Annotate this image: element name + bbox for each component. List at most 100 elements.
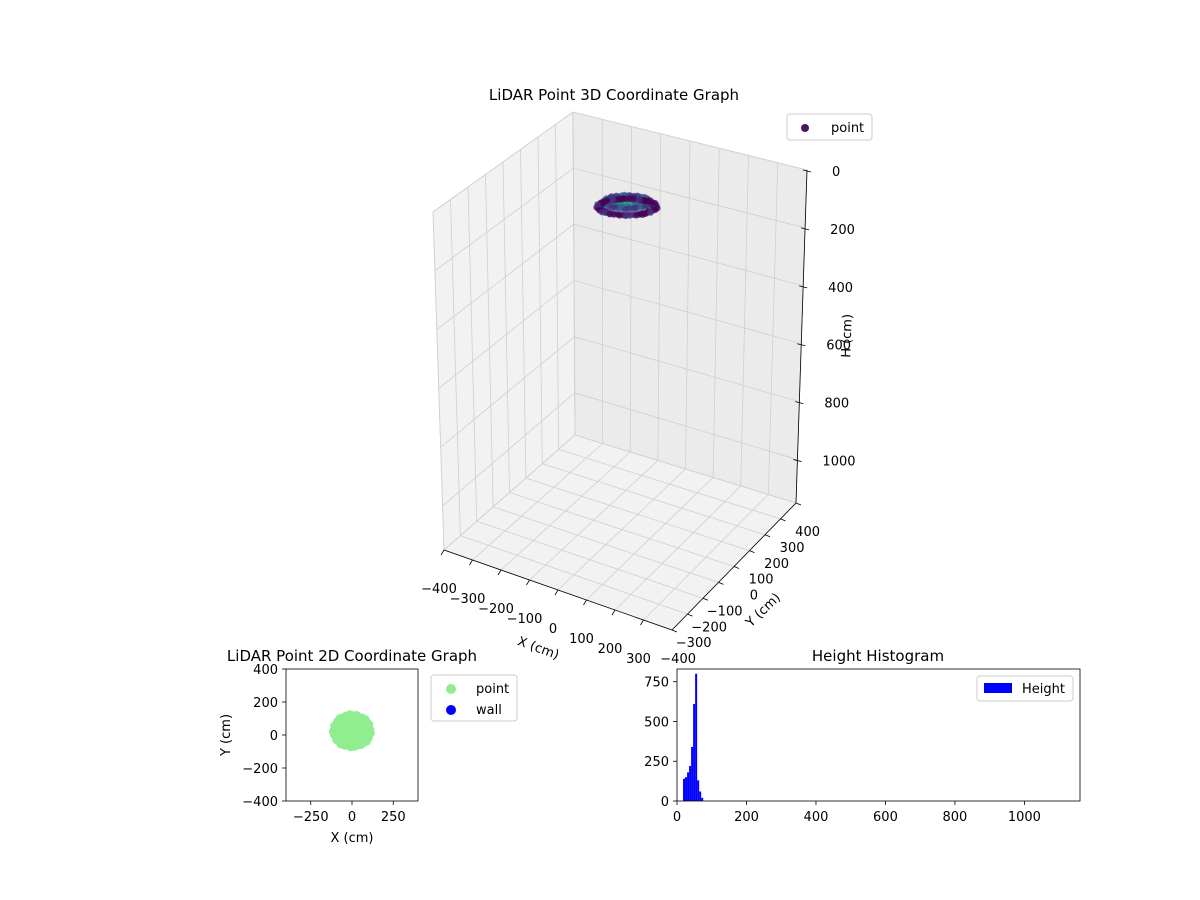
histogram-bar bbox=[697, 780, 700, 801]
chart-2d: LiDAR Point 2D Coordinate Graph −250 0 250… bbox=[219, 647, 518, 846]
chart-3d-left-gridline-y bbox=[450, 199, 461, 536]
histogram-x-tick-label: 600 bbox=[873, 810, 898, 825]
histogram-frame bbox=[676, 668, 1081, 802]
chart-2d-legend: point wall bbox=[430, 674, 518, 722]
histogram-bar bbox=[691, 746, 694, 801]
chart-3d-x-tick-mark bbox=[640, 619, 644, 626]
chart-3d-x-tick-mark bbox=[554, 589, 559, 596]
chart-3d-point bbox=[594, 201, 601, 208]
chart-3d-x-tick-label: −400 bbox=[421, 582, 457, 597]
chart-3d-back-gridline-x bbox=[740, 155, 749, 487]
histogram-bar bbox=[695, 673, 698, 801]
chart-2d-y-tick-label: 200 bbox=[253, 696, 278, 711]
chart-3d-z-tick-label: 600 bbox=[826, 339, 851, 354]
chart-3d: LiDAR Point 3D Coordinate Graph −400−300… bbox=[421, 86, 873, 667]
chart-3d-x-tick-mark bbox=[497, 569, 502, 576]
chart-3d-gridline-z bbox=[436, 223, 804, 330]
chart-2d-point bbox=[328, 727, 337, 736]
chart-3d-x-tick-label: 300 bbox=[626, 652, 651, 667]
histogram-y-tick-label: 0 bbox=[661, 795, 669, 810]
chart-3d-back-gridline-x bbox=[629, 126, 632, 453]
histogram-x-tick-label: 200 bbox=[734, 810, 759, 825]
chart-3d-z-tick-mark bbox=[802, 169, 812, 173]
chart-3d-left-gridline-y bbox=[467, 186, 478, 522]
chart-3d-x-tick-mark bbox=[526, 579, 530, 586]
chart-3d-y-tick-label: −400 bbox=[660, 652, 696, 667]
chart-3d-y-tick-label: −200 bbox=[691, 620, 727, 635]
chart-3d-left-gridline-y bbox=[502, 161, 510, 493]
chart-2d-ticks: −250 0 250 −400 −200 0 200 400 bbox=[242, 663, 405, 825]
chart-2d-point bbox=[345, 710, 354, 719]
histogram-x-tick-label: 400 bbox=[804, 810, 829, 825]
chart-2d-x-tick-label: 250 bbox=[381, 810, 406, 825]
chart-3d-x-tick-label: −300 bbox=[450, 592, 486, 607]
chart-3d-y-tick-mark bbox=[702, 597, 709, 601]
chart-3d-gridline-z bbox=[440, 336, 800, 448]
chart-3d-floor-gridline-y bbox=[574, 434, 797, 504]
chart-3d-left-gridline-y bbox=[520, 149, 527, 479]
chart-3d-z-axis-line bbox=[795, 169, 808, 504]
histogram-x-tick-label: 800 bbox=[943, 810, 968, 825]
histogram-bar bbox=[687, 772, 690, 801]
chart-3d-left-gridline-y bbox=[555, 124, 560, 450]
chart-3d-y-tick-mark bbox=[780, 518, 786, 522]
chart-3d-floor-gridline-y bbox=[460, 535, 688, 615]
chart-2d-point-cluster bbox=[328, 710, 375, 752]
chart-2d-y-tick-label: −400 bbox=[242, 795, 278, 810]
chart-3d-gridline-z bbox=[442, 392, 798, 507]
chart-3d-z-tick-mark bbox=[793, 459, 802, 462]
chart-3d-floor-gridline-y bbox=[492, 506, 719, 583]
chart-3d-point bbox=[619, 195, 626, 202]
histogram-legend-swatch bbox=[984, 683, 1012, 693]
chart-2d-point bbox=[336, 740, 345, 749]
chart-3d-point bbox=[633, 212, 640, 219]
histogram-x-tick-label: 1000 bbox=[1008, 810, 1041, 825]
chart-2d-point bbox=[335, 714, 344, 723]
chart-2d-y-tick-label: 400 bbox=[253, 663, 278, 678]
chart-3d-legend-box bbox=[786, 113, 873, 141]
histogram-bar bbox=[693, 703, 696, 801]
chart-2d-y-tick-label: 0 bbox=[270, 729, 278, 744]
chart-3d-x-tick-label: 100 bbox=[569, 632, 594, 647]
chart-3d-y-tick-label: 300 bbox=[780, 541, 805, 556]
chart-3d-back-gridline-x bbox=[712, 148, 720, 478]
chart-3d-y-tick-mark bbox=[749, 550, 755, 553]
chart-3d-back-gridline-x bbox=[767, 162, 779, 495]
chart-3d-y-tick-label: −300 bbox=[676, 636, 712, 651]
chart-3d-point bbox=[616, 212, 623, 219]
chart-2d-title: LiDAR Point 2D Coordinate Graph bbox=[227, 647, 477, 665]
chart-3d-y-tick-mark bbox=[764, 534, 771, 538]
chart-3d-point bbox=[617, 205, 624, 212]
histogram-bar bbox=[701, 797, 704, 801]
histogram-y-tick-label: 250 bbox=[644, 755, 669, 770]
chart-2d-point bbox=[361, 715, 370, 724]
chart-3d-x-tick-mark bbox=[583, 599, 587, 606]
chart-3d-y-tick-label: −100 bbox=[707, 604, 743, 619]
chart-3d-z-tick-mark bbox=[795, 401, 804, 405]
chart-3d-point bbox=[647, 209, 654, 216]
chart-3d-point bbox=[636, 195, 643, 203]
chart-2d-y-tick-label: −200 bbox=[242, 762, 278, 777]
chart-3d-z-tick-label: 0 bbox=[832, 165, 840, 180]
chart-3d-z-tick-mark bbox=[799, 285, 808, 289]
chart-3d-z-tick-label: 200 bbox=[830, 223, 855, 238]
histogram-y-tick-label: 500 bbox=[644, 715, 669, 730]
chart-2d-x-tick-label: −250 bbox=[293, 810, 329, 825]
chart-2d-legend-marker-point bbox=[446, 684, 456, 694]
chart-3d-point bbox=[609, 196, 617, 203]
chart-3d-back-pane bbox=[572, 111, 808, 504]
chart-3d-gridline-z bbox=[434, 167, 806, 272]
chart-3d-x-tick-label: 200 bbox=[598, 642, 623, 657]
chart-3d-floor-gridline-y bbox=[525, 477, 750, 552]
chart-3d-x-tick-mark bbox=[440, 549, 445, 556]
chart-3d-legend: point bbox=[786, 113, 873, 141]
histogram-bar bbox=[699, 791, 702, 801]
chart-3d-gridline-z bbox=[432, 111, 808, 213]
chart-3d-y-tick-label: 100 bbox=[749, 573, 774, 588]
chart-3d-floor-gridline-y bbox=[509, 492, 735, 567]
histogram-ticks: 0 200 400 600 800 1000 0 250 500 750 bbox=[644, 676, 1041, 825]
histogram-legend-label: Height bbox=[1022, 682, 1065, 697]
chart-3d-y-tick-label: 200 bbox=[764, 557, 789, 572]
